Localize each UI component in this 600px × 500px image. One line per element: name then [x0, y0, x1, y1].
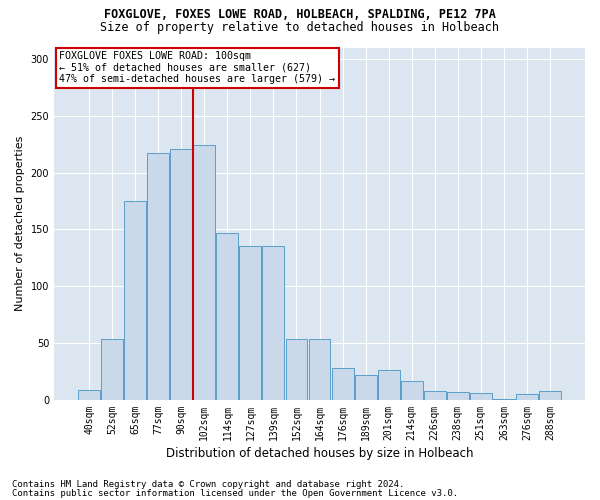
- Text: FOXGLOVE, FOXES LOWE ROAD, HOLBEACH, SPALDING, PE12 7PA: FOXGLOVE, FOXES LOWE ROAD, HOLBEACH, SPA…: [104, 8, 496, 20]
- Bar: [516, 394, 538, 400]
- Text: Contains HM Land Registry data © Crown copyright and database right 2024.: Contains HM Land Registry data © Crown c…: [12, 480, 404, 489]
- Text: Contains public sector information licensed under the Open Government Licence v3: Contains public sector information licen…: [12, 488, 458, 498]
- Bar: [355, 375, 377, 400]
- Y-axis label: Number of detached properties: Number of detached properties: [15, 136, 25, 312]
- Bar: [147, 153, 169, 400]
- Bar: [377, 370, 400, 400]
- Bar: [424, 391, 446, 400]
- Bar: [217, 233, 238, 400]
- Text: FOXGLOVE FOXES LOWE ROAD: 100sqm
← 51% of detached houses are smaller (627)
47% : FOXGLOVE FOXES LOWE ROAD: 100sqm ← 51% o…: [59, 51, 335, 84]
- X-axis label: Distribution of detached houses by size in Holbeach: Distribution of detached houses by size …: [166, 447, 473, 460]
- Bar: [447, 392, 469, 400]
- Bar: [308, 338, 331, 400]
- Bar: [539, 391, 561, 400]
- Bar: [332, 368, 353, 400]
- Bar: [286, 338, 307, 400]
- Bar: [493, 399, 515, 400]
- Bar: [78, 390, 100, 400]
- Bar: [193, 146, 215, 400]
- Bar: [124, 201, 146, 400]
- Bar: [470, 393, 492, 400]
- Bar: [101, 338, 123, 400]
- Bar: [401, 380, 422, 400]
- Bar: [239, 246, 262, 400]
- Bar: [170, 148, 192, 400]
- Text: Size of property relative to detached houses in Holbeach: Size of property relative to detached ho…: [101, 21, 499, 34]
- Bar: [262, 246, 284, 400]
